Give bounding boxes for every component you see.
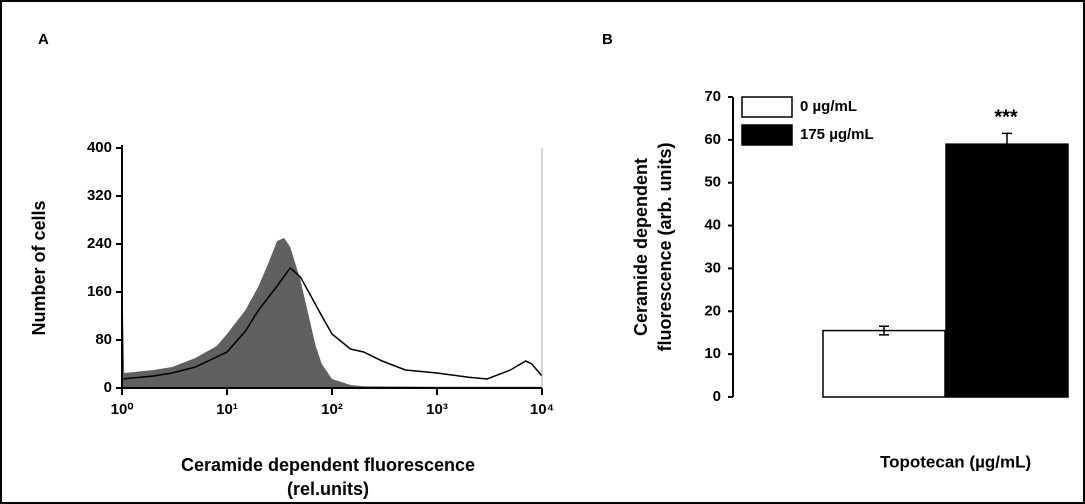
bar [822, 329, 946, 398]
legend-swatch [741, 96, 793, 118]
y-axis-label: fluorescence (arb. units) [655, 142, 675, 351]
legend-label: 175 µg/mL [800, 126, 874, 143]
x-axis-label: Ceramide dependent fluorescence [181, 455, 475, 475]
y-tick-label: 10 [704, 345, 721, 362]
bar [945, 143, 1069, 398]
legend-label: 0 µg/mL [800, 98, 857, 115]
annotation: *** [994, 106, 1018, 128]
y-tick-label: 0 [713, 388, 721, 405]
y-tick-label: 320 [87, 187, 112, 204]
x-axis-label: Topotecan (µg/mL) [880, 452, 1031, 471]
y-tick-label: 240 [87, 235, 112, 252]
y-tick-label: 60 [704, 131, 721, 148]
y-tick-label: 160 [87, 283, 112, 300]
histogram-line [121, 266, 543, 380]
x-tick-label: 10¹ [216, 401, 238, 418]
error-bar [879, 325, 889, 336]
legend-swatch [741, 124, 793, 146]
y-tick-label: 50 [704, 174, 721, 191]
y-tick-label: 400 [87, 139, 112, 156]
y-tick-label: 0 [104, 379, 112, 396]
y-tick-label: 70 [704, 88, 721, 105]
x-tick-label: 10⁴ [530, 401, 554, 418]
y-tick-label: 30 [704, 259, 721, 276]
y-tick-label: 20 [704, 302, 721, 319]
error-bar [1002, 132, 1012, 156]
x-axis-label: (rel.units) [287, 479, 369, 499]
y-axis-label: Ceramide dependent [631, 158, 651, 336]
x-tick-label: 10⁰ [111, 401, 134, 418]
y-axis-label: Number of cells [29, 200, 49, 335]
y-tick-label: 40 [704, 217, 721, 234]
panel-label: A [38, 31, 49, 48]
y-tick-label: 80 [95, 331, 112, 348]
histogram-area [122, 238, 542, 388]
x-tick-label: 10³ [426, 401, 448, 418]
panel-label: B [602, 31, 613, 48]
x-tick-label: 10² [321, 401, 343, 418]
